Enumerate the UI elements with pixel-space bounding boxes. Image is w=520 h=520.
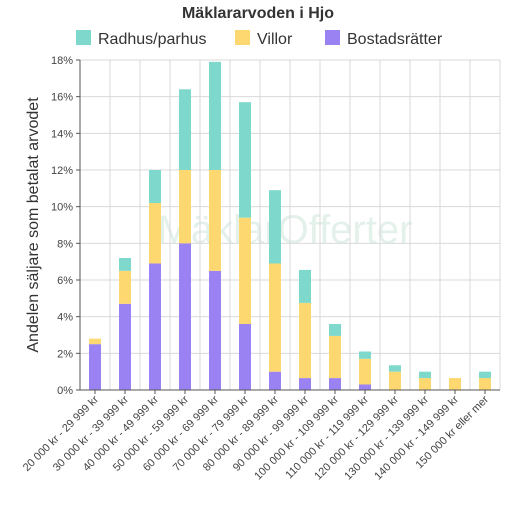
y-tick-label: 4% [57, 312, 73, 324]
bar-bostadsr-tter [269, 371, 281, 390]
bar-radhus-parhus [179, 89, 191, 170]
bar-bostadsr-tter [119, 303, 131, 390]
bar-bostadsr-tter [149, 263, 161, 390]
bar-radhus-parhus [239, 102, 251, 218]
y-tick-label: 8% [57, 238, 73, 250]
bar-villor [179, 170, 191, 244]
bar-radhus-parhus [149, 170, 161, 203]
bars [89, 61, 491, 390]
grid [79, 59, 501, 391]
legend-label: Radhus/parhus [98, 31, 207, 48]
bar-bostadsr-tter [209, 270, 221, 390]
bar-radhus-parhus [419, 371, 431, 379]
bar-radhus-parhus [359, 351, 371, 359]
bar-bostadsr-tter [359, 384, 371, 390]
bar-radhus-parhus [479, 371, 491, 379]
bar-bostadsr-tter [89, 344, 101, 390]
bar-bostadsr-tter [299, 378, 311, 390]
bar-bostadsr-tter [329, 378, 341, 390]
chart-title: Mäklararvoden i Hjo [182, 5, 334, 22]
legend-swatch [325, 30, 340, 45]
bar-villor [479, 378, 491, 390]
legend: Radhus/parhus Villor Bostadsrätter [76, 30, 443, 48]
bar-villor [149, 203, 161, 264]
bar-villor [359, 358, 371, 385]
bar-villor [119, 270, 131, 304]
y-tick-label: 2% [57, 348, 73, 360]
bar-villor [449, 378, 461, 390]
y-tick-label: 10% [51, 202, 73, 214]
y-tick-label: 14% [51, 128, 73, 140]
legend-swatch [235, 30, 250, 45]
legend-label: Bostadsrätter [347, 31, 443, 48]
bar-villor [329, 335, 341, 379]
bar-villor [239, 217, 251, 324]
bar-radhus-parhus [269, 190, 281, 264]
bar-villor [419, 378, 431, 390]
bar-radhus-parhus [329, 324, 341, 336]
y-tick-label: 16% [51, 92, 73, 104]
bar-villor [389, 371, 401, 390]
bar-radhus-parhus [119, 258, 131, 271]
bar-villor [209, 170, 221, 271]
bar-radhus-parhus [299, 269, 311, 303]
bar-bostadsr-tter [179, 243, 191, 390]
legend-label: Villor [257, 31, 293, 48]
bar-villor [269, 263, 281, 372]
y-tick-label: 18% [51, 55, 73, 67]
bar-bostadsr-tter [239, 324, 251, 390]
legend-swatch [76, 30, 91, 45]
y-tick-label: 6% [57, 275, 73, 287]
watermark: MäklarOfferter [158, 208, 413, 252]
bar-radhus-parhus [209, 61, 221, 171]
y-axis-label: Andelen säljare som betalat arvodet [25, 97, 42, 353]
y-tick-label: 0% [57, 385, 73, 397]
bar-villor [299, 302, 311, 379]
y-tick-label: 12% [51, 165, 73, 177]
bar-radhus-parhus [389, 365, 401, 372]
bar-villor [89, 338, 101, 345]
